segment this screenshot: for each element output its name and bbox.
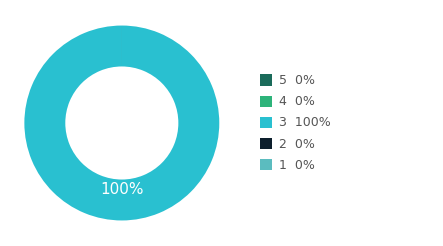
Text: 100%: 100% xyxy=(100,182,144,197)
Wedge shape xyxy=(24,26,219,220)
Legend: 5  0%, 4  0%, 3  100%, 2  0%, 1  0%: 5 0%, 4 0%, 3 100%, 2 0%, 1 0% xyxy=(260,74,330,172)
